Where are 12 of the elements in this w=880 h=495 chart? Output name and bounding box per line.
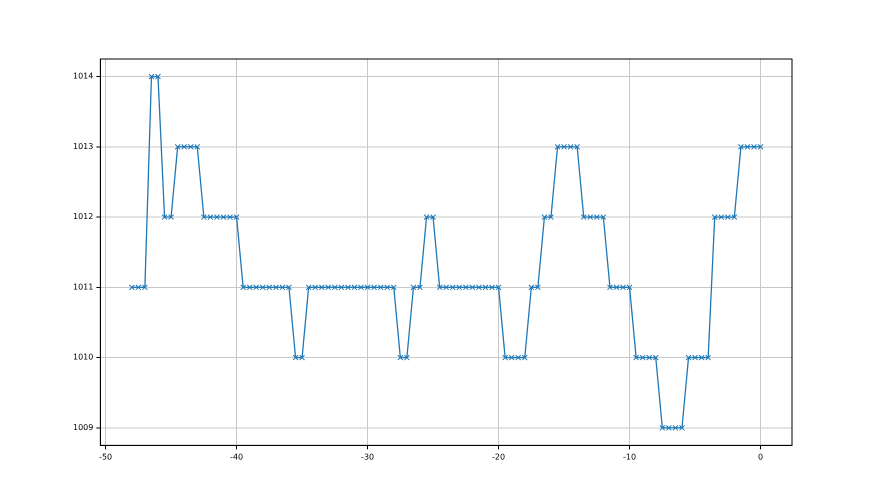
x-tick-label: 0 (758, 452, 764, 462)
y-tick-label: 1011 (73, 282, 94, 292)
y-tick-label: 1009 (73, 422, 94, 432)
y-tick-label: 1013 (73, 142, 94, 151)
x-tick-label: -20 (492, 452, 506, 462)
x-tick-label: -40 (230, 452, 244, 462)
x-tick-label: -10 (623, 452, 636, 462)
y-tick-label: 1010 (73, 352, 94, 362)
y-tick-label: 1014 (73, 72, 94, 81)
x-tick-label: -50 (99, 452, 112, 462)
x-tick-label: -30 (361, 452, 374, 462)
y-tick-label: 1012 (73, 212, 94, 222)
